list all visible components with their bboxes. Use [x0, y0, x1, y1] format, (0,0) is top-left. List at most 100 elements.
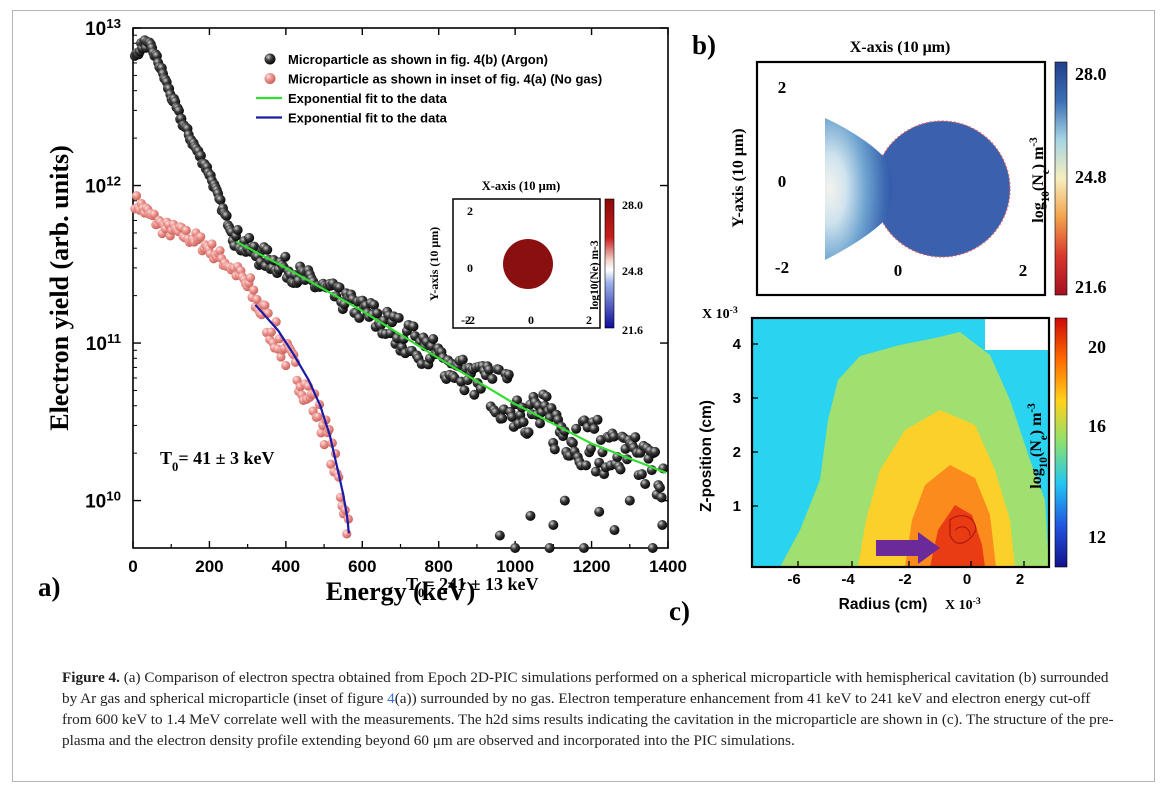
no-gas-point [281, 360, 291, 371]
panel-b-title: X-axis (10 μm) [850, 39, 951, 56]
figure-frame [12, 10, 1155, 782]
y-tick-label-part: 10 [86, 334, 107, 355]
argon-point [393, 312, 404, 323]
argon-point [369, 299, 380, 310]
argon-point [494, 530, 505, 541]
panel-b-colorbar-label-part: e [1040, 169, 1052, 174]
panel-b-colorbar-label-part: (N [1030, 174, 1047, 191]
inset-colorbar-tick: 28.0 [622, 198, 643, 212]
panel-c-x-multiplier: X 10-3 [945, 596, 981, 614]
no-gas-point [215, 246, 225, 256]
panel-b-y-tick: -2 [775, 258, 789, 277]
argon-point [334, 282, 345, 293]
argon-point [372, 308, 383, 319]
argon-point [354, 312, 365, 323]
argon-point [525, 510, 536, 521]
panel-c-colorbar [1054, 317, 1068, 568]
y-tick-label-part: 13 [106, 16, 121, 31]
no-gas-point [245, 273, 256, 283]
argon-point [544, 543, 555, 553]
inset-colorbar-tick: 21.6 [622, 323, 643, 337]
panel-c-colorbar-label-part: e [1038, 435, 1050, 440]
argon-point [507, 411, 518, 422]
argon-point [650, 446, 661, 457]
panel-b-colorbar-label-part: log [1030, 202, 1047, 222]
panel-a-label: a) [38, 572, 61, 602]
argon-point [280, 251, 291, 262]
y-tick-label-part: 10 [106, 488, 121, 503]
no-gas-point [252, 294, 262, 305]
panel-b-sphere [873, 120, 1011, 258]
argon-point [578, 543, 589, 553]
argon-point [630, 432, 641, 443]
contour-level-5 [930, 505, 985, 567]
panel-c-colorbar-tick: 20 [1088, 337, 1106, 357]
x-tick-label: 200 [195, 557, 223, 576]
panel-c-colorbar-label-part: -3 [1026, 403, 1038, 413]
panel-c-xlabel: Radius (cm) [839, 596, 928, 613]
panel-b-colorbar-tick: 21.6 [1075, 277, 1107, 297]
no-gas-point [319, 439, 329, 450]
temperature-annotation-no-gas-part: 0 [172, 460, 178, 474]
y-tick-label-part: 11 [107, 331, 122, 346]
cavitation-arrow-icon [876, 532, 940, 564]
panel-c-colorbar-label-part: (N [1028, 440, 1045, 457]
argon-point [590, 466, 601, 477]
panel-b-y-tick: 0 [778, 172, 787, 191]
panel-a-legend: Microparticle as shown in fig. 4(b) (Arg… [256, 52, 602, 126]
caption-text-1: (a) Comparison of electron spectra obtai… [62, 669, 1109, 707]
panel-c-frame [750, 316, 1051, 569]
argon-point [215, 194, 226, 205]
argon-point [510, 543, 521, 553]
argon-point [636, 469, 647, 480]
inset-colorbar [604, 198, 615, 329]
temperature-annotation-argon: T0= 241 ± 13 keV [406, 574, 538, 600]
argon-point [262, 244, 273, 255]
x-tick-label: 600 [348, 557, 376, 576]
argon-point [428, 333, 439, 344]
x-tick-label: 800 [425, 557, 453, 576]
argon-point [457, 354, 468, 365]
caption-text-2: (a)) surrounded by no gas. Electron temp… [62, 690, 1114, 749]
green-fit-line [235, 240, 667, 474]
no-gas-point [131, 191, 142, 201]
panel-c-ylabel: Z-position (cm) [698, 400, 715, 512]
caption-figure-ref[interactable]: 4 [387, 690, 395, 707]
panel-c-y-multiplier-part: -3 [730, 305, 738, 316]
panel-c-x-multiplier-part: -3 [973, 596, 981, 607]
temperature-annotation-argon-part: = 241 ± 13 keV [424, 574, 538, 594]
y-tick-label: 1012 [85, 173, 121, 198]
x-tick-label: 1200 [573, 557, 611, 576]
panel-b-plot: X-axis (10 μm) Y-axis (10 μm) 2 0 -2 0 2 28.0 24… [730, 39, 1107, 297]
argon-point [654, 482, 665, 493]
argon-point [487, 373, 498, 384]
argon-point [647, 543, 658, 553]
panel-c-y-multiplier-part: X 10 [702, 307, 730, 322]
panel-b-colorbar-label: log10(Ne) m-3 [1028, 137, 1052, 223]
no-gas-point [181, 225, 191, 236]
inset-x-tick: -2 [461, 313, 471, 327]
argon-point [657, 519, 668, 530]
no-gas-point [276, 352, 286, 362]
no-gas-point [207, 239, 217, 249]
argon-point [581, 460, 592, 471]
contour-line [949, 515, 977, 544]
y-tick-label-part: 12 [106, 173, 121, 188]
legend-label: Exponential fit to the data [288, 111, 448, 126]
y-axis-label: Electron yield (arb. units) [45, 145, 74, 431]
panel-b-x-tick: 0 [894, 261, 903, 280]
figure-caption: Figure 4. (a) Comparison of electron spe… [62, 667, 1122, 751]
panel-c-x-tick-label: 2 [1016, 571, 1024, 588]
no-gas-point [313, 412, 323, 422]
no-gas-point [266, 327, 276, 337]
panel-c-contours [752, 318, 1049, 567]
no-gas-point [196, 232, 206, 242]
panel-a-inset: X-axis (10 μm) Y-axis (10 μm) 2 0 -2-2 0 2 28.0… [427, 179, 643, 337]
inset-x-tick: 2 [586, 313, 592, 327]
blue-fit-line [254, 304, 350, 534]
y-tick-label: 1011 [86, 331, 122, 356]
x-axis-label: Energy (keV) [326, 577, 475, 606]
